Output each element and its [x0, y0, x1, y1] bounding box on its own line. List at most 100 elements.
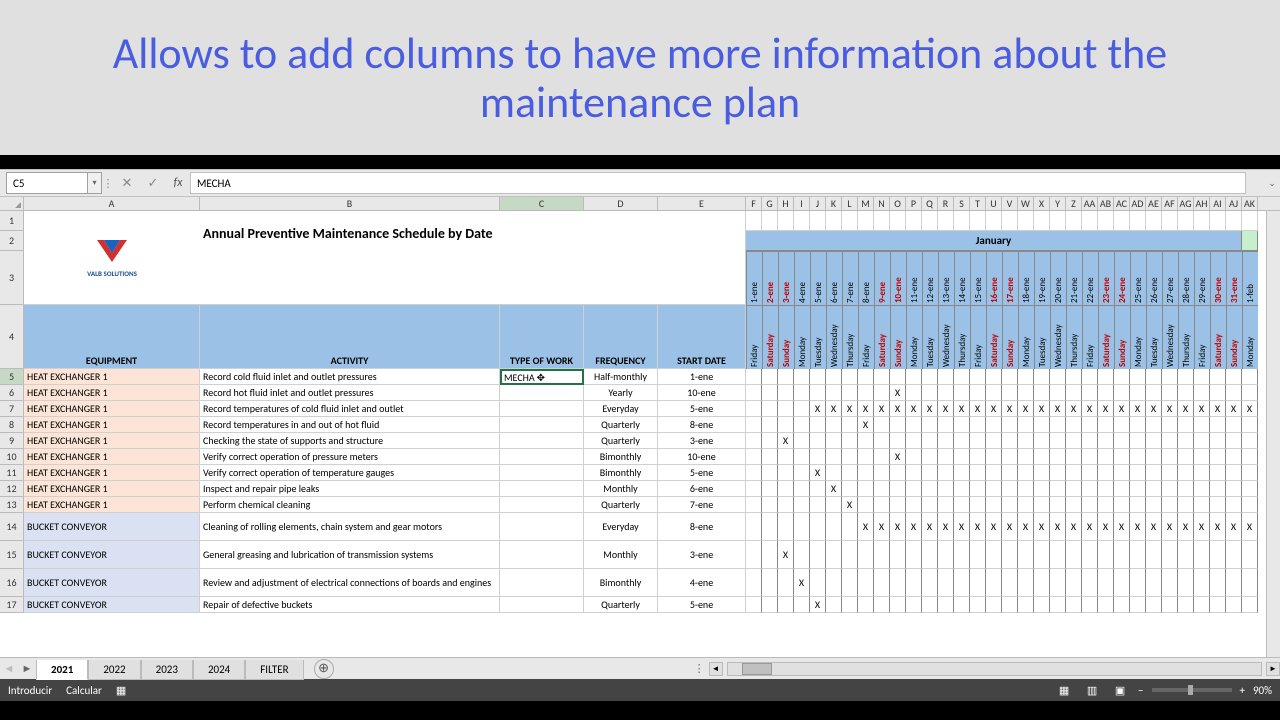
- schedule-cell[interactable]: X: [986, 513, 1002, 541]
- schedule-cell[interactable]: X: [1002, 401, 1018, 417]
- cell[interactable]: 10-ene: [658, 449, 746, 465]
- cell[interactable]: BUCKET CONVEYOR: [24, 569, 200, 597]
- schedule-cell[interactable]: [906, 449, 922, 465]
- schedule-cell[interactable]: X: [1114, 513, 1130, 541]
- schedule-cell[interactable]: X: [858, 417, 874, 433]
- schedule-cell[interactable]: [1098, 541, 1114, 569]
- schedule-cell[interactable]: [906, 385, 922, 401]
- schedule-cell[interactable]: [874, 449, 890, 465]
- row-header-3[interactable]: 3: [0, 251, 24, 305]
- col-header-AK[interactable]: AK: [1242, 197, 1258, 210]
- tab-nav-prev[interactable]: ►: [18, 659, 36, 679]
- schedule-cell[interactable]: [1226, 433, 1242, 449]
- horizontal-scrollbar[interactable]: [727, 662, 1262, 676]
- schedule-cell[interactable]: [906, 481, 922, 497]
- schedule-cell[interactable]: [1034, 541, 1050, 569]
- schedule-cell[interactable]: [1098, 385, 1114, 401]
- schedule-cell[interactable]: [762, 385, 778, 401]
- formula-input[interactable]: MECHA: [190, 172, 1246, 194]
- schedule-cell[interactable]: [954, 449, 970, 465]
- schedule-cell[interactable]: [1066, 417, 1082, 433]
- schedule-cell[interactable]: [1194, 417, 1210, 433]
- schedule-cell[interactable]: [970, 465, 986, 481]
- cell[interactable]: 1-ene: [658, 369, 746, 385]
- schedule-cell[interactable]: [1002, 481, 1018, 497]
- row-header-2[interactable]: 2: [0, 231, 24, 251]
- schedule-cell[interactable]: [922, 449, 938, 465]
- schedule-cell[interactable]: [954, 385, 970, 401]
- schedule-cell[interactable]: [938, 497, 954, 513]
- cell[interactable]: Perform chemical cleaning: [200, 497, 500, 513]
- schedule-cell[interactable]: [1210, 481, 1226, 497]
- col-header-AB[interactable]: AB: [1098, 197, 1114, 210]
- add-sheet-button[interactable]: ⊕: [314, 659, 334, 679]
- schedule-cell[interactable]: [906, 417, 922, 433]
- schedule-cell[interactable]: [1162, 481, 1178, 497]
- schedule-cell[interactable]: [1130, 569, 1146, 597]
- schedule-cell[interactable]: X: [1178, 513, 1194, 541]
- schedule-cell[interactable]: [858, 465, 874, 481]
- col-header-S[interactable]: S: [954, 197, 970, 210]
- schedule-cell[interactable]: X: [1194, 401, 1210, 417]
- schedule-cell[interactable]: [970, 369, 986, 385]
- schedule-cell[interactable]: [1146, 597, 1162, 613]
- schedule-cell[interactable]: X: [1066, 513, 1082, 541]
- cell[interactable]: Record temperatures of cold fluid inlet …: [200, 401, 500, 417]
- hscroll-thumb[interactable]: [742, 663, 772, 675]
- schedule-cell[interactable]: [1082, 481, 1098, 497]
- select-all-triangle[interactable]: [0, 197, 24, 210]
- schedule-cell[interactable]: X: [842, 497, 858, 513]
- schedule-cell[interactable]: [1146, 433, 1162, 449]
- schedule-cell[interactable]: [1002, 541, 1018, 569]
- schedule-cell[interactable]: [746, 465, 762, 481]
- schedule-cell[interactable]: X: [826, 481, 842, 497]
- cell[interactable]: Record hot fluid inlet and outlet pressu…: [200, 385, 500, 401]
- schedule-cell[interactable]: [906, 541, 922, 569]
- schedule-cell[interactable]: [954, 433, 970, 449]
- schedule-cell[interactable]: [1066, 369, 1082, 385]
- row-header-4[interactable]: 4: [0, 305, 24, 369]
- cell[interactable]: Quarterly: [584, 597, 658, 613]
- schedule-cell[interactable]: [1178, 465, 1194, 481]
- schedule-cell[interactable]: X: [858, 401, 874, 417]
- cell[interactable]: Half-monthly: [584, 369, 658, 385]
- schedule-cell[interactable]: X: [810, 401, 826, 417]
- col-header-O[interactable]: O: [890, 197, 906, 210]
- schedule-cell[interactable]: [1194, 541, 1210, 569]
- schedule-cell[interactable]: [826, 449, 842, 465]
- schedule-cell[interactable]: [794, 417, 810, 433]
- schedule-cell[interactable]: [890, 465, 906, 481]
- schedule-cell[interactable]: [1098, 417, 1114, 433]
- schedule-cell[interactable]: [1226, 369, 1242, 385]
- schedule-cell[interactable]: [938, 569, 954, 597]
- schedule-cell[interactable]: [1018, 417, 1034, 433]
- schedule-cell[interactable]: [922, 385, 938, 401]
- schedule-cell[interactable]: [778, 385, 794, 401]
- cell[interactable]: HEAT EXCHANGER 1: [24, 417, 200, 433]
- schedule-cell[interactable]: [922, 569, 938, 597]
- cell[interactable]: [500, 541, 584, 569]
- schedule-cell[interactable]: [858, 481, 874, 497]
- schedule-cell[interactable]: [762, 481, 778, 497]
- schedule-cell[interactable]: [1114, 597, 1130, 613]
- schedule-cell[interactable]: [858, 449, 874, 465]
- schedule-cell[interactable]: [746, 417, 762, 433]
- schedule-cell[interactable]: [858, 369, 874, 385]
- schedule-cell[interactable]: X: [810, 465, 826, 481]
- col-header-K[interactable]: K: [826, 197, 842, 210]
- schedule-cell[interactable]: [1178, 385, 1194, 401]
- row-header-15[interactable]: 15: [0, 541, 24, 569]
- schedule-cell[interactable]: [842, 597, 858, 613]
- schedule-cell[interactable]: [1210, 417, 1226, 433]
- cell[interactable]: [500, 385, 584, 401]
- schedule-cell[interactable]: [810, 513, 826, 541]
- cell[interactable]: 8-ene: [658, 417, 746, 433]
- schedule-cell[interactable]: [874, 481, 890, 497]
- schedule-cell[interactable]: [794, 433, 810, 449]
- schedule-cell[interactable]: X: [970, 401, 986, 417]
- schedule-cell[interactable]: [1002, 385, 1018, 401]
- cell[interactable]: General greasing and lubrication of tran…: [200, 541, 500, 569]
- schedule-cell[interactable]: [1034, 465, 1050, 481]
- schedule-cell[interactable]: [778, 513, 794, 541]
- schedule-cell[interactable]: [1082, 569, 1098, 597]
